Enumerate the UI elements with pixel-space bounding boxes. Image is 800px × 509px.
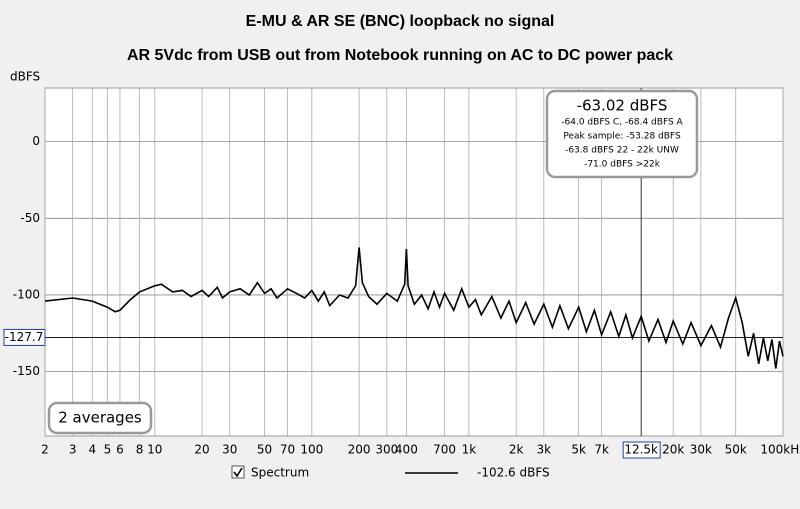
- y-tick-label: -100: [13, 287, 40, 301]
- x-tick-label: 8: [136, 443, 144, 457]
- x-tick-label: 50k: [725, 443, 747, 457]
- legend-name: Spectrum: [251, 466, 309, 480]
- y-tick-label: -150: [13, 364, 40, 378]
- averages-box: [47, 401, 153, 435]
- cursor-x-label: 12.5k: [624, 443, 658, 457]
- y-axis-label: dBFS: [10, 70, 40, 84]
- x-tick-label: 20k: [662, 443, 684, 457]
- info-line: -71.0 dBFS >22k: [584, 160, 661, 170]
- x-tick-label: 1k: [462, 443, 477, 457]
- averages-label: 2 averages: [58, 409, 142, 427]
- x-tick-label: 2k: [509, 443, 524, 457]
- y-tick-label: 0: [32, 134, 40, 148]
- info-line: -63.8 dBFS 22 - 22k UNW: [565, 146, 679, 156]
- legend-value: -102.6 dBFS: [477, 466, 550, 480]
- y-tick-label: -50: [20, 211, 40, 225]
- x-tick-label: 6: [116, 443, 124, 457]
- x-tick-label: 20: [194, 443, 209, 457]
- x-tick-label: 70: [280, 443, 295, 457]
- info-main: -63.02 dBFS: [577, 97, 668, 115]
- chart-subtitle: AR 5Vdc from USB out from Notebook runni…: [127, 47, 673, 64]
- x-tick-label: 700: [433, 443, 456, 457]
- x-tick-label: 2: [41, 443, 49, 457]
- spectrum-line: [44, 247, 784, 369]
- x-tick-label: 400: [395, 443, 418, 457]
- cursor-y-box: [3, 328, 46, 346]
- x-tick-label: 3: [69, 443, 77, 457]
- x-tick-label: 50: [257, 443, 272, 457]
- x-tick-label: 300: [375, 443, 398, 457]
- legend-checkbox: [231, 465, 245, 479]
- x-tick-label: 7k: [594, 443, 609, 457]
- info-line: Peak sample: -53.28 dBFS: [563, 132, 681, 142]
- cursor-y-label: -127.7: [5, 330, 44, 344]
- x-tick-label: 30k: [690, 443, 712, 457]
- info-line: -64.0 dBFS C, -68.4 dBFS A: [561, 118, 683, 128]
- x-tick-label: 10: [147, 443, 162, 457]
- x-tick-label: 3k: [537, 443, 552, 457]
- x-tick-label: 200: [348, 443, 371, 457]
- info-box: [545, 89, 699, 179]
- x-tick-label: 4: [88, 443, 96, 457]
- x-tick-label: 5k: [571, 443, 586, 457]
- chart-title: E-MU & AR SE (BNC) loopback no signal: [246, 13, 555, 30]
- x-tick-label: 5: [104, 443, 112, 457]
- x-tick-label: 100: [300, 443, 323, 457]
- x-tick-label: 100kHz: [760, 443, 800, 457]
- cursor-x-box: [622, 441, 661, 459]
- checkmark: [233, 467, 243, 478]
- x-tick-label: 30: [222, 443, 237, 457]
